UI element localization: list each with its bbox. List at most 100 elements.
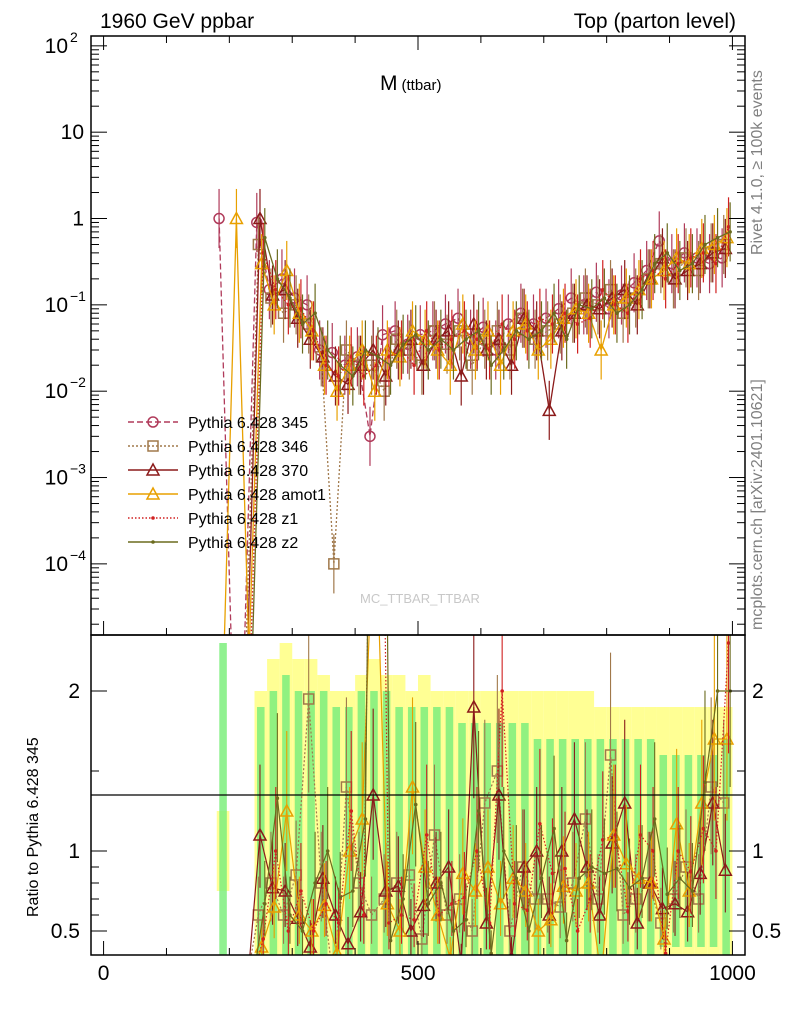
data-point <box>213 212 225 225</box>
data-point <box>453 368 469 382</box>
data-point <box>412 363 416 367</box>
ratio-point <box>426 902 431 906</box>
data-point <box>464 337 468 342</box>
ratio-point <box>676 849 681 853</box>
legend-label: Pythia 6.428 345 <box>188 415 308 432</box>
data-point <box>726 225 731 229</box>
ratio-band-green <box>433 707 441 955</box>
data-point <box>714 261 718 266</box>
ratio-point <box>401 897 405 901</box>
ratio-band-green <box>420 707 429 955</box>
ratio-point <box>439 881 443 885</box>
data-point <box>275 277 280 281</box>
ratio-point <box>567 811 582 825</box>
data-point <box>299 307 303 311</box>
ratio-band-green <box>357 691 366 955</box>
ratio-y-tick-label-left: 0.5 <box>51 920 80 943</box>
ratio-point <box>669 816 684 830</box>
data-point <box>450 337 454 342</box>
data-point <box>311 329 316 333</box>
ratio-point <box>363 817 368 821</box>
ratio-point <box>552 826 556 831</box>
ratio-point <box>516 859 532 873</box>
ratio-point <box>475 849 479 853</box>
data-point <box>527 337 531 342</box>
ratio-point <box>388 938 393 943</box>
ratio-point <box>651 849 655 853</box>
y-tick-label: 10 <box>45 35 68 58</box>
ratio-point <box>667 896 683 910</box>
data-point <box>665 251 670 255</box>
data-point <box>413 332 418 337</box>
ratio-line-4 <box>258 635 730 955</box>
ratio-point <box>663 951 668 955</box>
ratio-y-label: Ratio to Pythia 6.428 345 <box>25 737 42 917</box>
ratio-point <box>527 929 531 933</box>
rivet-label: Rivet 4.1.0, ≥ 100k events <box>749 70 766 255</box>
ratio-point <box>300 929 305 933</box>
ratio-band-green <box>269 691 278 955</box>
ratio-point <box>579 813 592 825</box>
ratio-point <box>644 875 659 889</box>
y-tick-exponent: −1 <box>70 288 86 304</box>
ratio-y-tick-label-left: 1 <box>68 840 80 863</box>
data-point <box>476 329 481 333</box>
ratio-point <box>466 925 478 937</box>
ratio-band-green <box>382 691 391 955</box>
ratio-point <box>468 883 483 897</box>
legend-label: Pythia 6.428 370 <box>188 463 308 480</box>
ratio-point <box>538 822 542 826</box>
data-point <box>652 261 657 266</box>
ratio-point <box>362 913 366 917</box>
ratio-band-green <box>345 707 353 955</box>
ratio-point <box>550 871 555 876</box>
ratio-band-green <box>621 739 630 955</box>
ratio-point <box>252 827 268 841</box>
ratio-point <box>689 870 693 874</box>
y-tick-exponent: −2 <box>70 374 86 390</box>
data-point <box>328 558 340 570</box>
legend-marker <box>145 462 161 476</box>
ratio-band-green <box>294 691 303 955</box>
ratio-point <box>428 829 441 841</box>
legend-marker <box>147 416 159 428</box>
data-point <box>525 329 530 333</box>
ratio-point <box>531 923 546 937</box>
data-point <box>351 374 355 378</box>
ratio-band-green <box>495 723 504 955</box>
data-point <box>426 348 431 352</box>
data-point <box>325 348 330 352</box>
ratio-point <box>262 902 267 906</box>
data-point <box>374 363 379 367</box>
ratio-point <box>480 859 496 873</box>
data-point <box>538 316 542 321</box>
ratio-point <box>714 849 718 853</box>
ratio-point <box>476 809 481 813</box>
y-tick-exponent: −4 <box>70 547 86 563</box>
legend: Pythia 6.428 345 Pythia 6.428 346 Pythia 6… <box>128 415 326 552</box>
y-tick-label: 1 <box>72 208 84 231</box>
ratio-point <box>638 833 643 837</box>
data-point <box>363 348 368 352</box>
ratio-band-green <box>546 739 554 955</box>
data-point <box>715 235 720 240</box>
ratio-point <box>302 693 315 705</box>
ratio-point <box>577 876 582 880</box>
ratio-point <box>655 901 670 915</box>
ratio-point <box>518 883 533 897</box>
y-tick-label: 10 <box>45 294 68 317</box>
y-tick-label: 10 <box>45 553 68 576</box>
ratio-band-green <box>319 691 328 955</box>
ratio-band-green <box>307 691 315 955</box>
svg-text:M(ttbar): M (ttbar) <box>380 72 442 95</box>
data-point <box>663 277 668 281</box>
data-point <box>364 430 376 443</box>
ratio-point <box>626 910 630 914</box>
data-point <box>416 357 431 371</box>
ratio-panel-frame <box>90 634 746 956</box>
ratio-point <box>726 641 731 645</box>
ratio-band-green <box>672 755 680 947</box>
y-tick-exponent: −3 <box>70 461 86 477</box>
data-point <box>487 348 492 352</box>
